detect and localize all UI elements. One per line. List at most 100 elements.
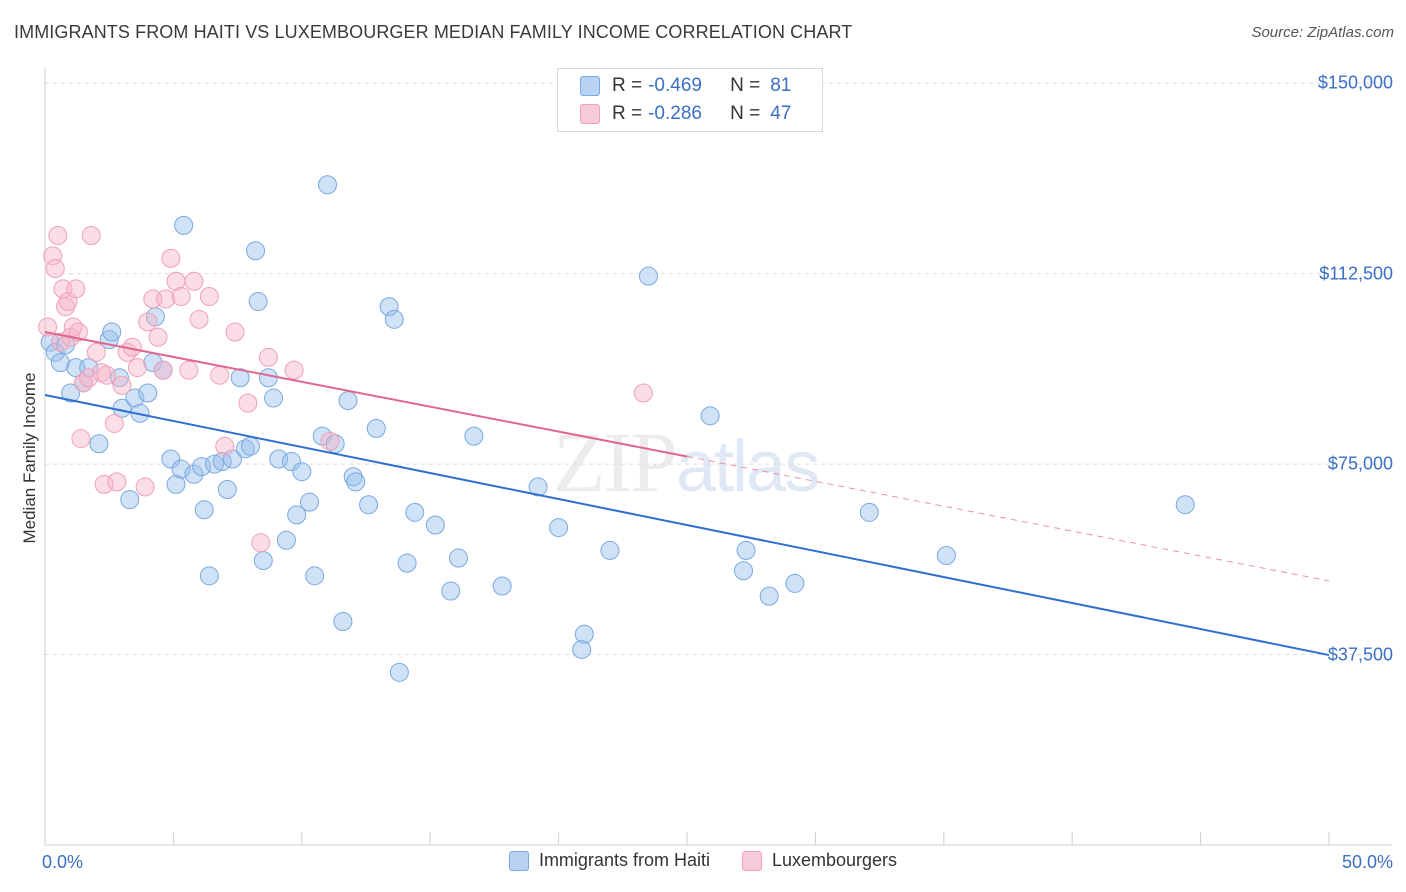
point-luxembourger [50, 332, 70, 352]
stats-row-luxembourgers: R = -0.286 N = 47 [580, 102, 791, 126]
point-luxembourger [184, 271, 204, 291]
x-tick-label-min: 0.0% [42, 852, 84, 872]
point-haiti [246, 241, 266, 261]
point-haiti [199, 566, 219, 586]
trend-line-luxembourgers [44, 331, 688, 458]
point-luxembourger [161, 248, 181, 268]
chart-title: IMMIGRANTS FROM HAITI VS LUXEMBOURGER ME… [14, 22, 853, 42]
legend-swatch-blue [508, 850, 529, 871]
point-haiti [600, 540, 620, 560]
point-haiti [574, 624, 594, 644]
r-label: R = [612, 75, 643, 96]
x-tick-label-max: 50.0% [1341, 852, 1393, 872]
point-luxembourger [156, 289, 176, 309]
y-tick-label: $112,500 [1319, 263, 1393, 284]
point-haiti [204, 454, 224, 474]
point-haiti [138, 383, 158, 403]
r-value: -0.469 [648, 75, 702, 96]
point-luxembourger [210, 365, 230, 385]
n-value: 81 [770, 75, 792, 96]
point-luxembourger [43, 246, 63, 266]
point-luxembourger [45, 259, 65, 279]
point-luxembourger [225, 322, 245, 342]
point-luxembourger [74, 373, 94, 393]
point-haiti [79, 358, 99, 378]
point-haiti [448, 548, 468, 568]
point-haiti [292, 462, 312, 482]
point-haiti [317, 175, 337, 195]
point-luxembourger [138, 312, 158, 332]
point-haiti [217, 479, 237, 499]
legend-item-luxembourgers: Luxembourgers [741, 850, 898, 871]
point-haiti [936, 546, 956, 565]
point-luxembourger [199, 286, 219, 306]
point-haiti [1175, 495, 1195, 515]
point-haiti [171, 459, 191, 479]
point-haiti [102, 322, 122, 342]
point-luxembourger [81, 226, 101, 246]
point-luxembourger [66, 279, 86, 299]
r-value: -0.286 [648, 103, 702, 124]
point-haiti [89, 434, 109, 454]
point-haiti [425, 515, 445, 535]
point-haiti [736, 540, 756, 560]
point-haiti [258, 368, 278, 388]
point-haiti [492, 576, 512, 596]
point-haiti [338, 391, 358, 411]
trend-line-haiti [44, 394, 1330, 657]
legend-label: Immigrants from Haiti [538, 850, 710, 870]
point-luxembourger [189, 309, 209, 329]
point-haiti [253, 551, 273, 571]
stats-row-haiti: R = -0.469 N = 81 [580, 74, 791, 98]
point-luxembourger [179, 360, 199, 380]
point-haiti [638, 266, 658, 286]
point-haiti [333, 612, 353, 632]
point-haiti [125, 388, 145, 408]
r-label: R = [612, 103, 643, 124]
point-luxembourger [86, 342, 106, 362]
point-haiti [248, 292, 268, 312]
point-haiti [733, 561, 753, 581]
point-haiti [464, 426, 484, 446]
point-haiti [120, 490, 140, 510]
point-haiti [759, 586, 779, 606]
point-luxembourger [48, 226, 68, 246]
point-haiti [441, 581, 461, 601]
point-haiti [287, 505, 307, 525]
point-luxembourger [284, 360, 304, 380]
n-label: N = [730, 75, 761, 96]
point-haiti [549, 518, 569, 538]
legend-label: Luxembourgers [771, 850, 898, 870]
point-luxembourger [320, 431, 340, 451]
point-haiti [276, 530, 296, 550]
point-haiti [45, 342, 65, 362]
point-haiti [235, 439, 255, 459]
point-luxembourger [63, 317, 83, 337]
point-haiti [166, 474, 186, 494]
point-haiti [194, 500, 214, 520]
point-luxembourger [171, 286, 191, 306]
point-haiti [282, 452, 302, 472]
legend-swatch-blue [580, 76, 600, 96]
series-legend: Immigrants from Haiti Luxembourgers [0, 850, 1406, 871]
point-haiti [405, 502, 425, 522]
point-haiti [785, 573, 805, 593]
legend-swatch-pink [580, 104, 600, 124]
point-haiti [184, 464, 204, 484]
point-luxembourger [258, 347, 278, 367]
legend-swatch-pink [741, 850, 762, 871]
point-haiti [264, 388, 284, 408]
point-luxembourger [68, 322, 88, 342]
point-haiti [346, 472, 366, 492]
y-tick-label: $150,000 [1317, 72, 1393, 93]
y-tick-label: $37,500 [1327, 644, 1393, 665]
point-luxembourger [633, 383, 653, 403]
point-haiti [359, 495, 379, 515]
n-label: N = [730, 103, 761, 124]
point-haiti [61, 383, 81, 403]
point-luxembourger [112, 375, 132, 395]
point-luxembourger [127, 358, 147, 378]
point-haiti [240, 436, 260, 456]
watermark-zip: ZIP [553, 414, 678, 510]
